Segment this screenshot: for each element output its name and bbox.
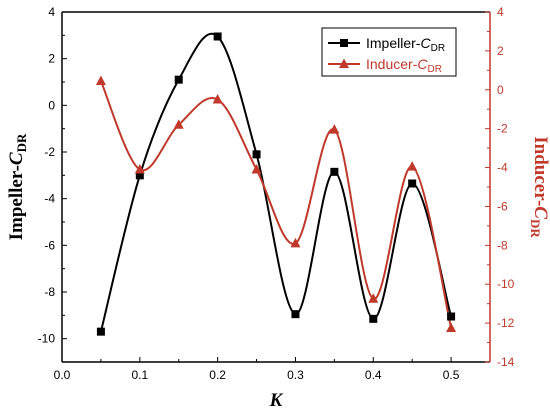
series-2-point: [251, 164, 262, 174]
y-left-tick-label: 0: [48, 98, 55, 112]
legend-swatch-marker-1: [340, 39, 348, 47]
y-left-tick-label: -8: [44, 285, 55, 299]
y-right-tick-label: -14: [497, 355, 515, 369]
series-markers: [95, 32, 457, 336]
x-axis-title: K: [269, 390, 284, 411]
y-right-axis-title: Inducer-CDR: [528, 136, 550, 238]
series-1-point: [96, 327, 105, 336]
series-2-point: [407, 161, 418, 171]
series-1-point: [252, 150, 261, 159]
y-right-tick-label: 0: [497, 83, 504, 97]
y-right-tick-label: -2: [497, 122, 508, 136]
x-tick-label: 0.5: [443, 368, 460, 382]
y-right-tick-label: 2: [497, 44, 504, 58]
y-left-tick-label: 4: [48, 5, 55, 19]
y-right-tick-label: -4: [497, 161, 508, 175]
y-right-tick-label: -12: [497, 316, 515, 330]
series-2-point: [134, 164, 145, 174]
series-1-line: [99, 32, 453, 332]
y-right-tick-label: -8: [497, 238, 508, 252]
series-1-point: [408, 179, 417, 188]
y-left-tick-label: -2: [44, 145, 55, 159]
y-left-axis-title: Impeller-CDR: [6, 133, 29, 240]
series-1-point: [369, 314, 378, 323]
series-1-point: [213, 32, 222, 41]
y-right-tick-label: -10: [497, 277, 515, 291]
legend: Impeller-CDR Inducer-CDR: [321, 27, 457, 77]
series-1-point: [291, 310, 300, 319]
series-2-point: [173, 119, 184, 129]
series-1-point: [447, 312, 456, 321]
y-left-tick-label: -10: [38, 332, 56, 346]
y-left-tick-label: 2: [48, 52, 55, 66]
y-left-tick-label: -6: [44, 238, 55, 252]
legend-label-2: Inducer-CDR: [366, 56, 442, 75]
series-1-point: [330, 167, 339, 176]
x-tick-label: 0.0: [54, 368, 71, 382]
x-tick-label: 0.4: [365, 368, 382, 382]
legend-swatch-marker-2: [339, 58, 349, 68]
y-left-tick-label: -4: [44, 192, 55, 206]
series-2-point: [368, 293, 379, 303]
x-tick-label: 0.2: [209, 368, 226, 382]
series-2-point: [290, 237, 301, 248]
x-tick-label: 0.3: [287, 368, 304, 382]
series-2-point: [329, 124, 340, 134]
series-lines: [99, 32, 453, 332]
series-2-point: [446, 322, 457, 332]
series-2-point: [212, 94, 223, 104]
legend-label-1: Impeller-CDR: [366, 35, 445, 54]
series-1-point: [135, 171, 144, 180]
axes: 0.0 0.1 0.2 0.3 0.4 0.5 -10 -8 -6 -4 -2 0 2 4 -14 -12 -1…: [6, 5, 550, 411]
y-right-tick-label: 4: [497, 5, 504, 19]
series-2-line: [99, 80, 453, 329]
y-right-tick-label: -6: [497, 199, 508, 213]
series-1-point: [174, 75, 183, 84]
series-2-point: [95, 75, 106, 86]
x-tick-label: 0.1: [131, 368, 148, 382]
